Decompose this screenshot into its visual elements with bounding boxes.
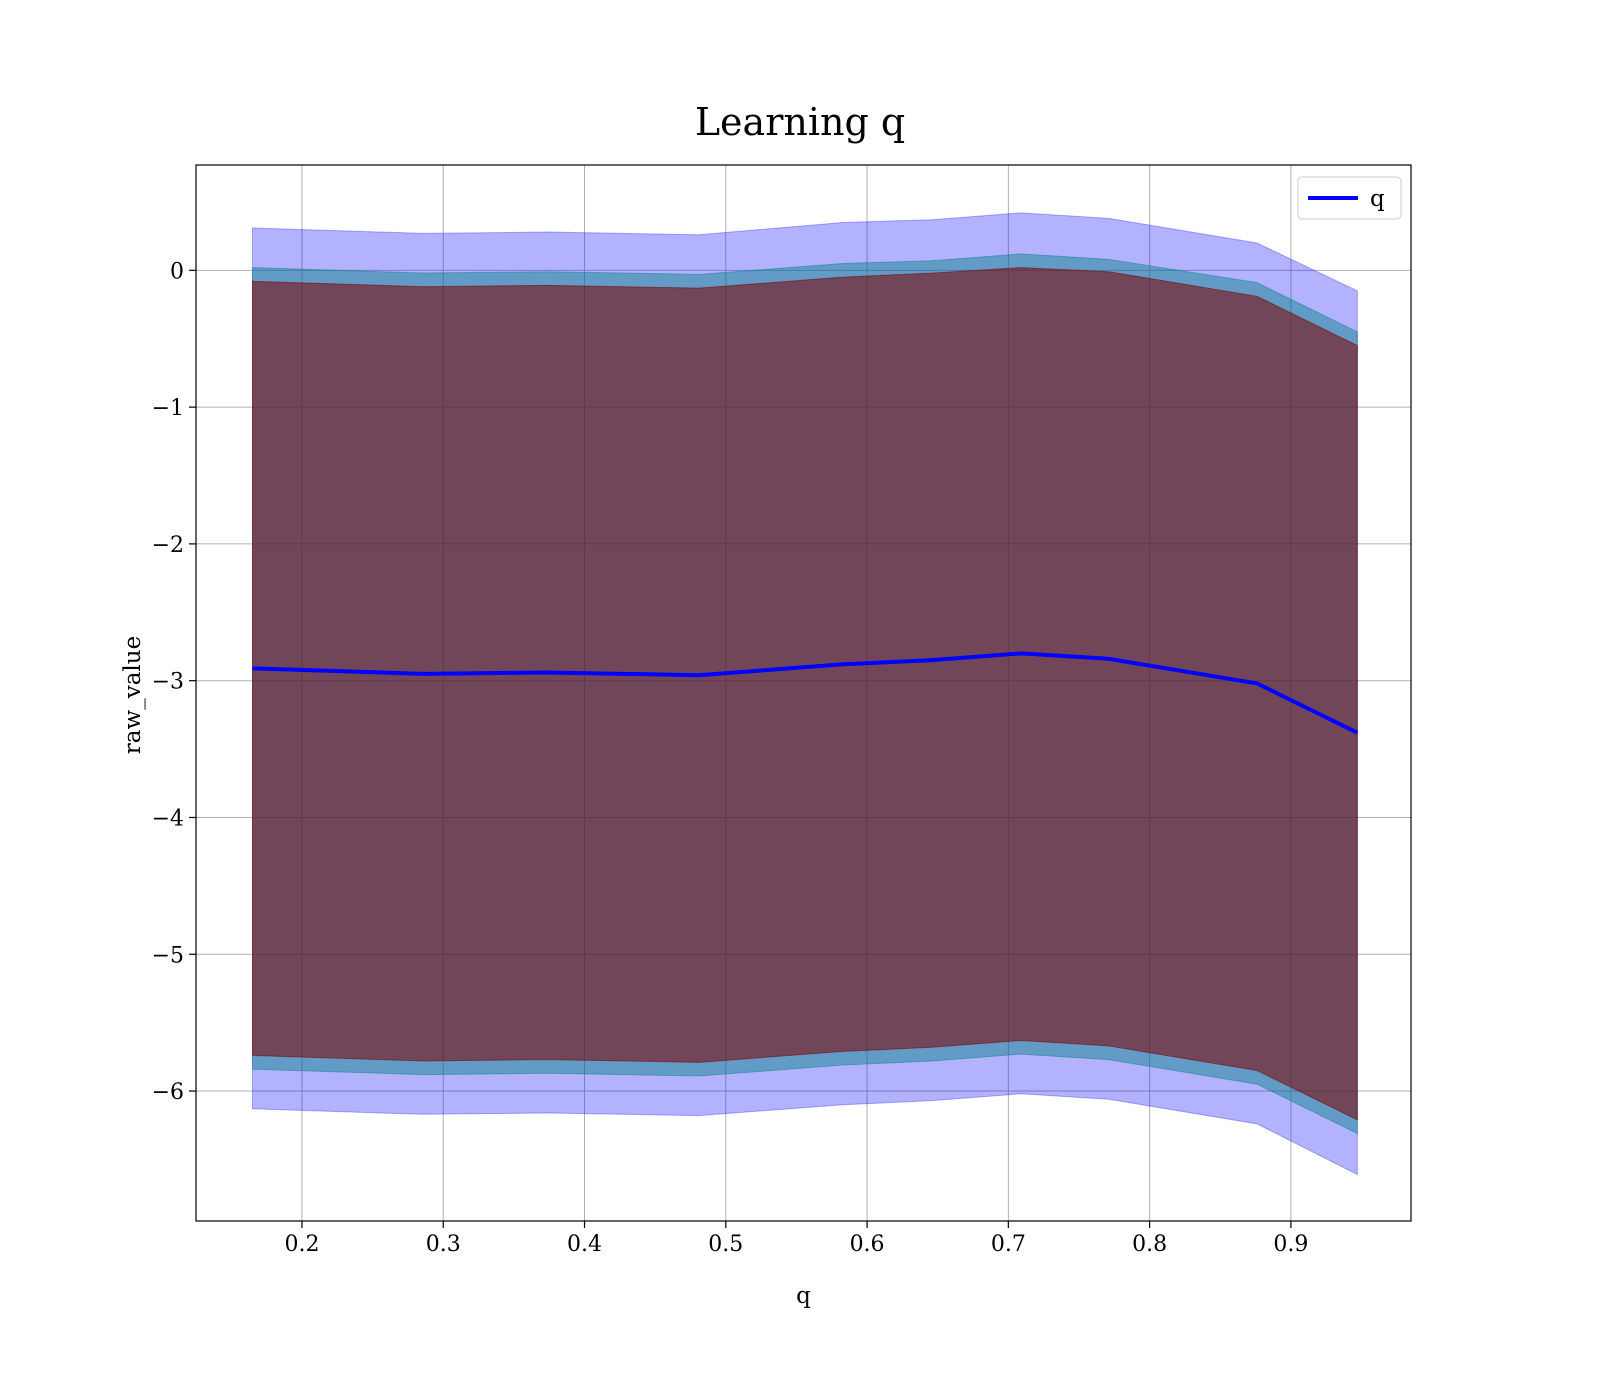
y-tick-label-1: −1 — [152, 396, 184, 421]
y-tick-label-5: −5 — [152, 943, 184, 968]
x-axis-label: q — [796, 1283, 811, 1309]
x-tick-label-0: 0.2 — [284, 1232, 319, 1257]
x-tick-label-6: 0.8 — [1132, 1232, 1167, 1257]
x-tick-label-1: 0.3 — [426, 1232, 461, 1257]
band-2 — [252, 267, 1358, 1121]
legend-label-0: q — [1370, 186, 1385, 212]
series-line-0 — [252, 651, 1359, 735]
y-tick-label-2: −2 — [152, 533, 184, 558]
chart-title: Learning q — [694, 100, 906, 144]
y-tick-label-3: −3 — [152, 670, 184, 695]
x-tick-label-2: 0.4 — [567, 1232, 602, 1257]
x-tick-label-3: 0.5 — [708, 1232, 743, 1257]
y-tick-label-4: −4 — [152, 806, 184, 831]
plot-frame — [195, 164, 1412, 1222]
x-tick-label-4: 0.6 — [850, 1232, 885, 1257]
y-tick-label-6: −6 — [152, 1080, 184, 1105]
y-axis-label: raw_value — [120, 635, 146, 755]
x-tick-label-7: 0.9 — [1273, 1232, 1308, 1257]
y-tick-label-0: 0 — [170, 259, 184, 284]
x-tick-label-5: 0.7 — [991, 1232, 1026, 1257]
